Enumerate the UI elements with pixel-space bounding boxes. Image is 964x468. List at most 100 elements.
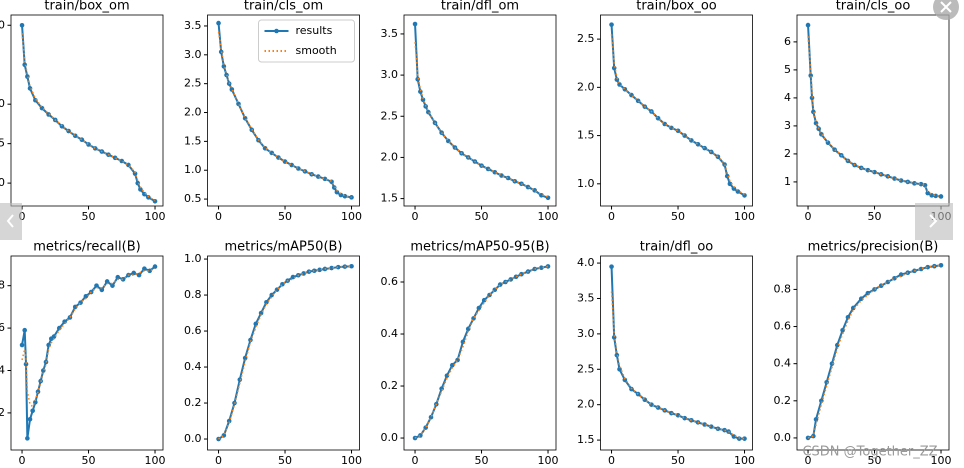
series-line bbox=[414, 42, 549, 198]
data-point bbox=[617, 366, 622, 372]
series-line bbox=[414, 24, 549, 199]
y-tick-label: 0.5 bbox=[184, 192, 202, 205]
data-point bbox=[813, 417, 819, 422]
data-point bbox=[329, 265, 334, 271]
data-point bbox=[865, 290, 871, 296]
data-point bbox=[832, 147, 837, 153]
x-tick-label: 100 bbox=[538, 454, 559, 467]
data-point bbox=[731, 186, 737, 191]
data-point bbox=[481, 297, 487, 303]
watermark: CSDN @Together_ZZ bbox=[802, 445, 937, 460]
data-point bbox=[253, 321, 259, 327]
plot-title: train/box_om bbox=[44, 0, 129, 14]
data-point bbox=[742, 436, 747, 441]
data-point bbox=[938, 262, 944, 268]
y-tick-label: 0.4 bbox=[184, 360, 202, 373]
series-line bbox=[21, 265, 156, 439]
data-point bbox=[27, 416, 33, 422]
plot-title: train/dfl_om bbox=[441, 0, 519, 14]
data-point bbox=[702, 145, 707, 151]
y-tick-label: 5 bbox=[0, 137, 5, 150]
plot-title: train/dfl_oo bbox=[640, 240, 714, 255]
plot-frame bbox=[403, 255, 557, 451]
plot-title: metrics/precision(B) bbox=[808, 240, 939, 255]
data-point bbox=[142, 191, 147, 197]
data-point bbox=[829, 361, 835, 366]
data-point bbox=[338, 192, 344, 198]
x-tick-label: 0 bbox=[412, 454, 419, 467]
y-tick-label: 0.8 bbox=[184, 288, 202, 301]
plot: metrics/recall(B) 2 4 6 8 0 50 100 bbox=[0, 240, 166, 468]
data-point bbox=[539, 265, 544, 271]
y-tick-label: 2.0 bbox=[381, 150, 399, 163]
y-tick-label: 2.5 bbox=[577, 32, 595, 45]
x-tick-label: 100 bbox=[145, 210, 166, 223]
data-point bbox=[925, 264, 931, 270]
data-point bbox=[412, 435, 418, 441]
data-point bbox=[23, 361, 29, 367]
data-point bbox=[449, 362, 455, 368]
data-point bbox=[226, 418, 232, 424]
data-point bbox=[819, 132, 824, 137]
x-tick-label: 0 bbox=[19, 210, 26, 223]
y-tick-label: 1.0 bbox=[577, 177, 595, 190]
x-tick-label: 0 bbox=[215, 210, 222, 223]
data-point bbox=[872, 169, 877, 175]
legend-marker bbox=[274, 28, 279, 34]
plot: metrics/precision(B) 0.0 0.2 0.4 0.6 0.8 0 50 10… bbox=[774, 240, 952, 468]
plot: train/cls_om 0.5 1.0 1.5 2.0 2.5 3.0 3.5 0 50 100 r… bbox=[184, 0, 362, 223]
y-tick-label: 0.4 bbox=[381, 327, 399, 340]
y-tick-label: 4 bbox=[784, 91, 791, 104]
x-tick-label: 100 bbox=[341, 454, 362, 467]
data-point bbox=[715, 154, 721, 160]
data-point bbox=[850, 305, 856, 311]
y-tick-label: 0.6 bbox=[381, 275, 399, 288]
x-tick-label: 50 bbox=[671, 454, 685, 467]
y-tick-label: 2 bbox=[0, 406, 5, 419]
plot-frame bbox=[600, 255, 753, 451]
y-tick-label: 3.0 bbox=[381, 68, 399, 81]
y-tick-label: 0.6 bbox=[184, 324, 202, 337]
x-tick-label: 0 bbox=[412, 210, 419, 223]
x-tick-label: 50 bbox=[82, 210, 96, 223]
x-tick-label: 100 bbox=[538, 210, 559, 223]
y-tick-label: 2.0 bbox=[184, 106, 202, 119]
data-point bbox=[539, 192, 544, 198]
x-tick-label: 100 bbox=[341, 210, 362, 223]
legend-label: results bbox=[296, 24, 333, 37]
data-point bbox=[727, 181, 733, 187]
data-point bbox=[918, 181, 924, 187]
data-point bbox=[611, 335, 617, 340]
prev-button[interactable] bbox=[0, 203, 22, 240]
data-point bbox=[72, 304, 78, 310]
y-tick-label: 0.6 bbox=[774, 320, 792, 333]
plot: train/cls_oo123456050100 bbox=[784, 0, 952, 223]
next-button[interactable] bbox=[915, 203, 953, 240]
series-line bbox=[21, 268, 156, 408]
y-tick-label: 3.0 bbox=[184, 48, 202, 61]
data-point bbox=[269, 292, 275, 298]
close-button[interactable] bbox=[933, 0, 959, 20]
data-point bbox=[142, 266, 147, 272]
data-point bbox=[152, 264, 158, 269]
series-line bbox=[218, 265, 352, 440]
data-point bbox=[334, 189, 340, 195]
y-tick-label: 4 bbox=[0, 363, 5, 376]
plot-title: train/cls_om bbox=[244, 0, 323, 14]
y-tick-label: 8 bbox=[0, 279, 5, 292]
x-tick-label: 100 bbox=[734, 454, 755, 467]
y-tick-label: 1.5 bbox=[184, 134, 202, 147]
series-line bbox=[610, 24, 746, 197]
y-tick-label: 1.5 bbox=[577, 129, 595, 142]
data-point bbox=[892, 176, 897, 181]
y-tick-label: 2.5 bbox=[184, 77, 202, 90]
x-tick-label: 0 bbox=[608, 454, 615, 467]
x-tick-label: 0 bbox=[19, 454, 26, 467]
plot-frame bbox=[10, 14, 164, 207]
data-point bbox=[67, 315, 73, 320]
data-point bbox=[216, 436, 221, 442]
x-tick-label: 50 bbox=[278, 210, 292, 223]
x-tick-label: 100 bbox=[734, 210, 755, 223]
y-tick-label: 2.5 bbox=[381, 109, 399, 122]
